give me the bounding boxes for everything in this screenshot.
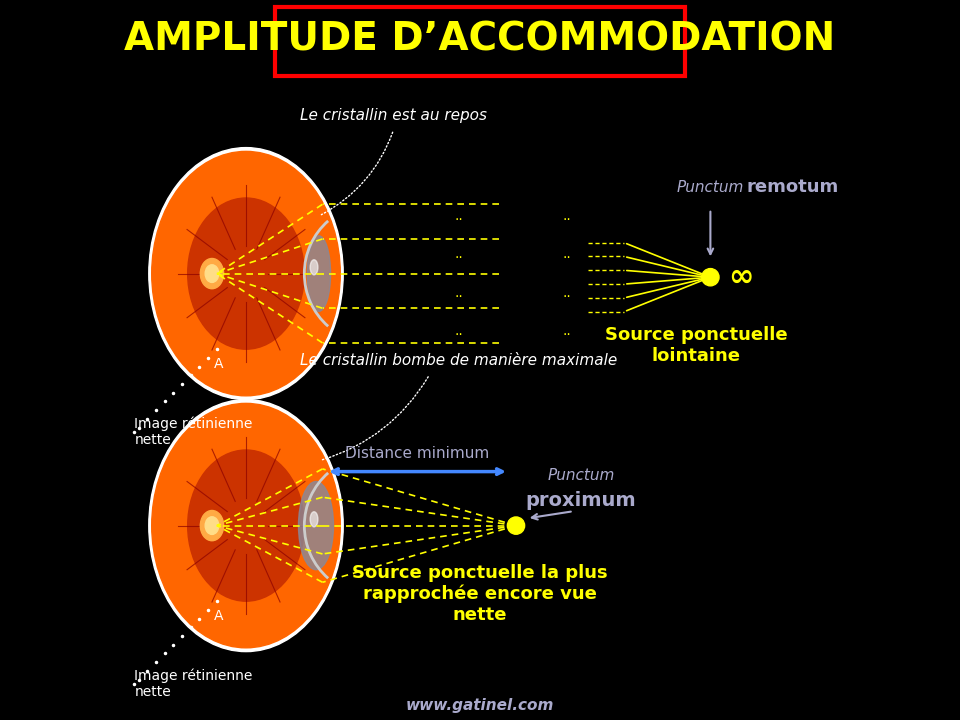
Text: ..: .. [562,248,571,261]
Text: ..: .. [454,286,463,300]
Ellipse shape [201,510,224,541]
Text: Source ponctuelle
lointaine: Source ponctuelle lointaine [605,326,787,365]
Text: ..: .. [562,286,571,300]
Text: A: A [214,609,224,624]
Text: Le cristallin bombe de manière maximale: Le cristallin bombe de manière maximale [300,353,617,367]
Ellipse shape [201,258,224,289]
Ellipse shape [149,400,344,652]
Text: ..: .. [454,248,463,261]
Ellipse shape [307,236,330,312]
Text: ..: .. [562,209,571,223]
Text: www.gatinel.com: www.gatinel.com [406,698,554,713]
Ellipse shape [205,265,219,282]
Text: proximum: proximum [525,491,636,510]
Text: ..: .. [454,209,463,223]
Ellipse shape [188,450,304,601]
Text: Punctum: Punctum [677,180,744,194]
Ellipse shape [149,148,344,400]
Text: ..: .. [454,324,463,338]
Text: remotum: remotum [746,179,839,197]
Ellipse shape [152,403,340,648]
Text: Distance minimum: Distance minimum [346,446,490,461]
Text: Image rétinienne
nette: Image rétinienne nette [134,669,252,699]
Ellipse shape [310,260,318,275]
Ellipse shape [188,198,304,349]
Text: ∞: ∞ [729,263,754,292]
Ellipse shape [299,482,333,570]
Ellipse shape [310,512,318,527]
FancyBboxPatch shape [275,7,685,76]
Text: Source ponctuelle la plus
rapprochée encore vue
nette: Source ponctuelle la plus rapprochée enc… [352,564,608,624]
Text: A: A [214,357,224,372]
Circle shape [702,269,719,286]
Text: Punctum: Punctum [547,468,614,482]
Text: AMPLITUDE D’ACCOMMODATION: AMPLITUDE D’ACCOMMODATION [125,21,835,58]
Text: Le cristallin est au repos: Le cristallin est au repos [300,108,487,122]
Text: Image rétinienne
nette: Image rétinienne nette [134,417,252,447]
Ellipse shape [205,517,219,534]
Text: ..: .. [562,324,571,338]
Circle shape [507,517,524,534]
Ellipse shape [152,151,340,396]
